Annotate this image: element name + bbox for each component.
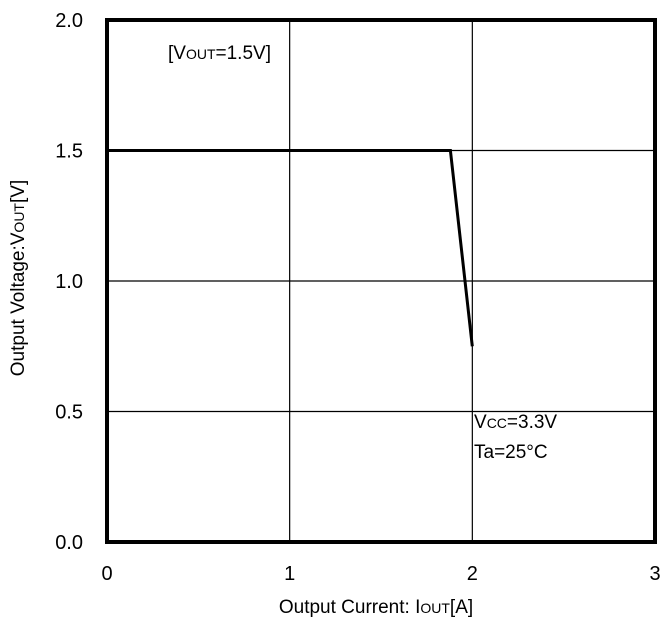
annotation-ta: Ta=25°C (474, 442, 548, 463)
series-group (107, 149, 474, 347)
y-tick-label-4: 2.0 (55, 10, 83, 32)
plot-frame (105, 18, 657, 544)
y-tick-label-1: 0.5 (55, 402, 83, 424)
x-tick-label-1: 1 (284, 563, 295, 585)
x-tick-labels: 0 1 2 3 (101, 563, 660, 585)
annotation-vout: [VOUT=1.5V] (168, 43, 271, 64)
x-tick-label-0: 0 (101, 563, 112, 585)
y-tick-label-2: 1.0 (55, 271, 83, 293)
y-tick-label-0: 0.0 (55, 532, 83, 554)
annotation-vcc: VCC=3.3V (474, 412, 557, 433)
grid-lines (107, 20, 655, 542)
y-tick-label-3: 1.5 (55, 141, 83, 163)
x-tick-label-3: 3 (649, 563, 660, 585)
y-axis-title: Output Voltage:VOUT[V] (8, 180, 29, 376)
x-tick-label-2: 2 (467, 563, 478, 585)
series-line-0 (107, 149, 474, 347)
y-tick-labels: 0.0 0.5 1.0 1.5 2.0 (55, 10, 83, 554)
x-axis-title: Output Current: IOUT[A] (279, 597, 473, 618)
